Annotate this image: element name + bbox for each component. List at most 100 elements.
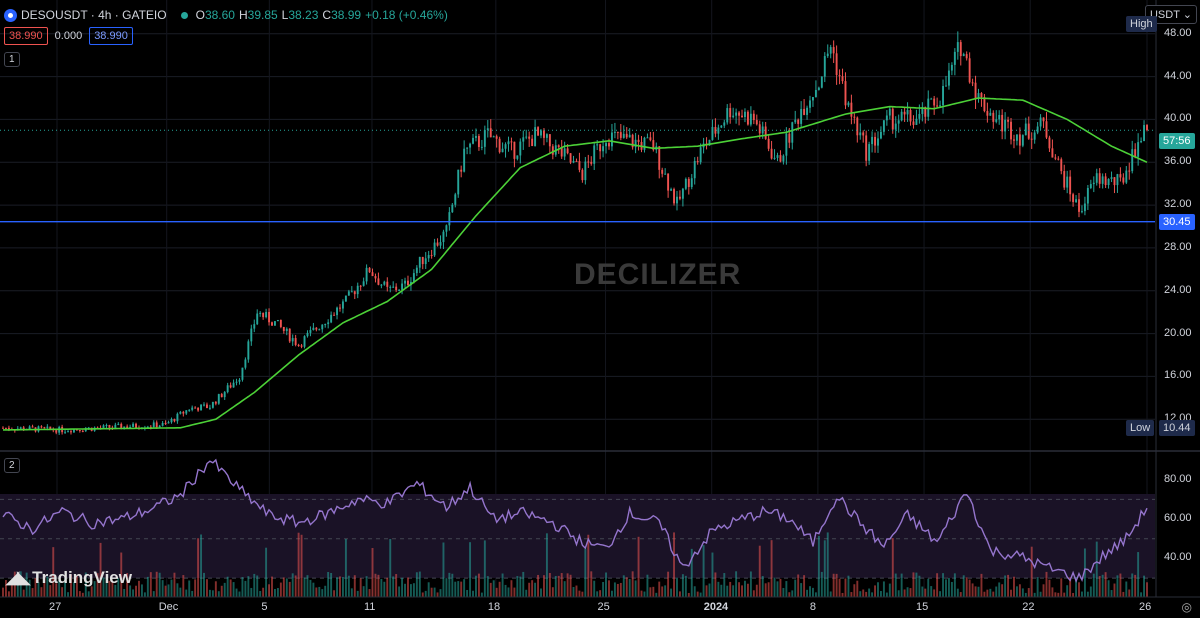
- pane-2-indicator-toggle[interactable]: 2: [4, 458, 20, 473]
- candle-body: [832, 47, 835, 54]
- candle-body: [72, 429, 75, 433]
- volume-bar: [336, 577, 338, 597]
- volume-bar: [1027, 588, 1030, 597]
- candle-body: [906, 110, 909, 115]
- candlestick-series[interactable]: [2, 31, 1148, 435]
- candle-body: [155, 422, 158, 428]
- candle-body: [120, 423, 123, 429]
- candle-body: [31, 426, 34, 428]
- volume-bar: [545, 533, 548, 597]
- volume-bar: [551, 587, 554, 597]
- volume-bar: [274, 588, 276, 597]
- sell-price-box[interactable]: 38.990: [4, 27, 48, 45]
- price-boxes: 38.990 0.000 38.990: [4, 27, 133, 45]
- volume-bar: [947, 577, 950, 597]
- candle-body: [871, 136, 874, 145]
- volume-bar: [566, 573, 569, 597]
- settings-icon[interactable]: ◎: [1181, 600, 1192, 614]
- time-tick-label: 2024: [703, 601, 729, 613]
- candle-body: [894, 123, 897, 130]
- volume-bar: [874, 585, 876, 597]
- candle-body: [1007, 119, 1010, 122]
- volume-bar: [217, 591, 220, 597]
- candle-body: [687, 178, 690, 187]
- candle-body: [812, 97, 814, 101]
- candle-body: [49, 426, 52, 430]
- volume-bar: [188, 580, 191, 597]
- candle-body: [998, 114, 1001, 120]
- candle-body: [1104, 176, 1107, 186]
- volume-bar: [755, 584, 758, 597]
- volume-bar: [681, 574, 684, 597]
- volume-bar: [702, 545, 705, 597]
- volume-bar: [102, 577, 105, 597]
- volume-bar: [605, 572, 607, 597]
- volume-bar: [279, 582, 282, 597]
- price-tick-label: 36.00: [1164, 155, 1192, 168]
- volume-bar: [203, 572, 205, 597]
- volume-bar: [1092, 573, 1095, 597]
- currency-selector[interactable]: USDT ⌄: [1144, 5, 1197, 24]
- volume-bar: [1128, 589, 1131, 597]
- candle-body: [1039, 117, 1042, 127]
- candle-body: [22, 427, 25, 431]
- volume-bar: [800, 583, 803, 597]
- candle-body: [46, 426, 49, 428]
- candle-body: [729, 108, 732, 118]
- candle-body: [548, 134, 551, 147]
- volume-bar: [776, 581, 779, 597]
- volume-bar: [643, 591, 646, 597]
- volume-bar: [353, 575, 356, 597]
- chevron-down-icon: ⌄: [1182, 9, 1192, 21]
- rsi-line: [2, 458, 1148, 583]
- candle-body: [879, 131, 882, 139]
- price-tick-label: 48.00: [1164, 26, 1192, 39]
- volume-bar: [1089, 586, 1092, 597]
- symbol-title[interactable]: DESOUSDT · 4h · GATEIO: [21, 8, 167, 22]
- candle-body: [610, 132, 613, 147]
- volume-bar: [182, 575, 185, 597]
- candle-body: [214, 401, 217, 404]
- support-price-tag[interactable]: 30.45: [1159, 213, 1195, 230]
- candle-body: [466, 147, 469, 149]
- candle-body: [1083, 203, 1086, 212]
- candle-body: [974, 82, 977, 99]
- pane-1-indicator-toggle[interactable]: 1: [4, 52, 20, 67]
- candle-body: [279, 320, 282, 328]
- candle-body: [1143, 125, 1146, 142]
- volume-bar: [208, 589, 211, 597]
- candle-body: [1146, 125, 1148, 131]
- candle-body: [788, 133, 791, 143]
- candle-body: [965, 54, 968, 59]
- candle-body: [386, 281, 389, 287]
- volume-bar: [865, 591, 868, 597]
- volume-bar: [407, 577, 409, 597]
- volume-bar: [37, 582, 40, 597]
- candle-body: [303, 336, 306, 347]
- volume-bar: [519, 576, 522, 597]
- volume-bar: [132, 589, 135, 597]
- volume-bar: [321, 589, 324, 597]
- candle-body: [794, 119, 797, 123]
- volume-bar: [1143, 575, 1146, 597]
- volume-bar: [377, 574, 380, 597]
- candle-body: [711, 126, 714, 140]
- candle-body: [803, 108, 806, 115]
- volume-bar: [158, 572, 161, 597]
- candle-body: [407, 280, 409, 286]
- candle-body: [930, 98, 933, 100]
- volume-bar: [489, 582, 492, 597]
- candle-body: [259, 312, 262, 314]
- candle-body: [1063, 171, 1066, 188]
- volume-bar: [1024, 592, 1027, 597]
- buy-price-box[interactable]: 38.990: [89, 27, 133, 45]
- low-value: 38.23: [288, 8, 319, 22]
- volume-bar: [513, 587, 516, 597]
- volume-bar: [303, 577, 306, 597]
- volume-bar: [285, 578, 288, 597]
- candle-body: [569, 153, 572, 163]
- candle-body: [785, 133, 788, 156]
- volume-bar: [684, 575, 687, 597]
- time-tick-label: Dec: [158, 601, 179, 613]
